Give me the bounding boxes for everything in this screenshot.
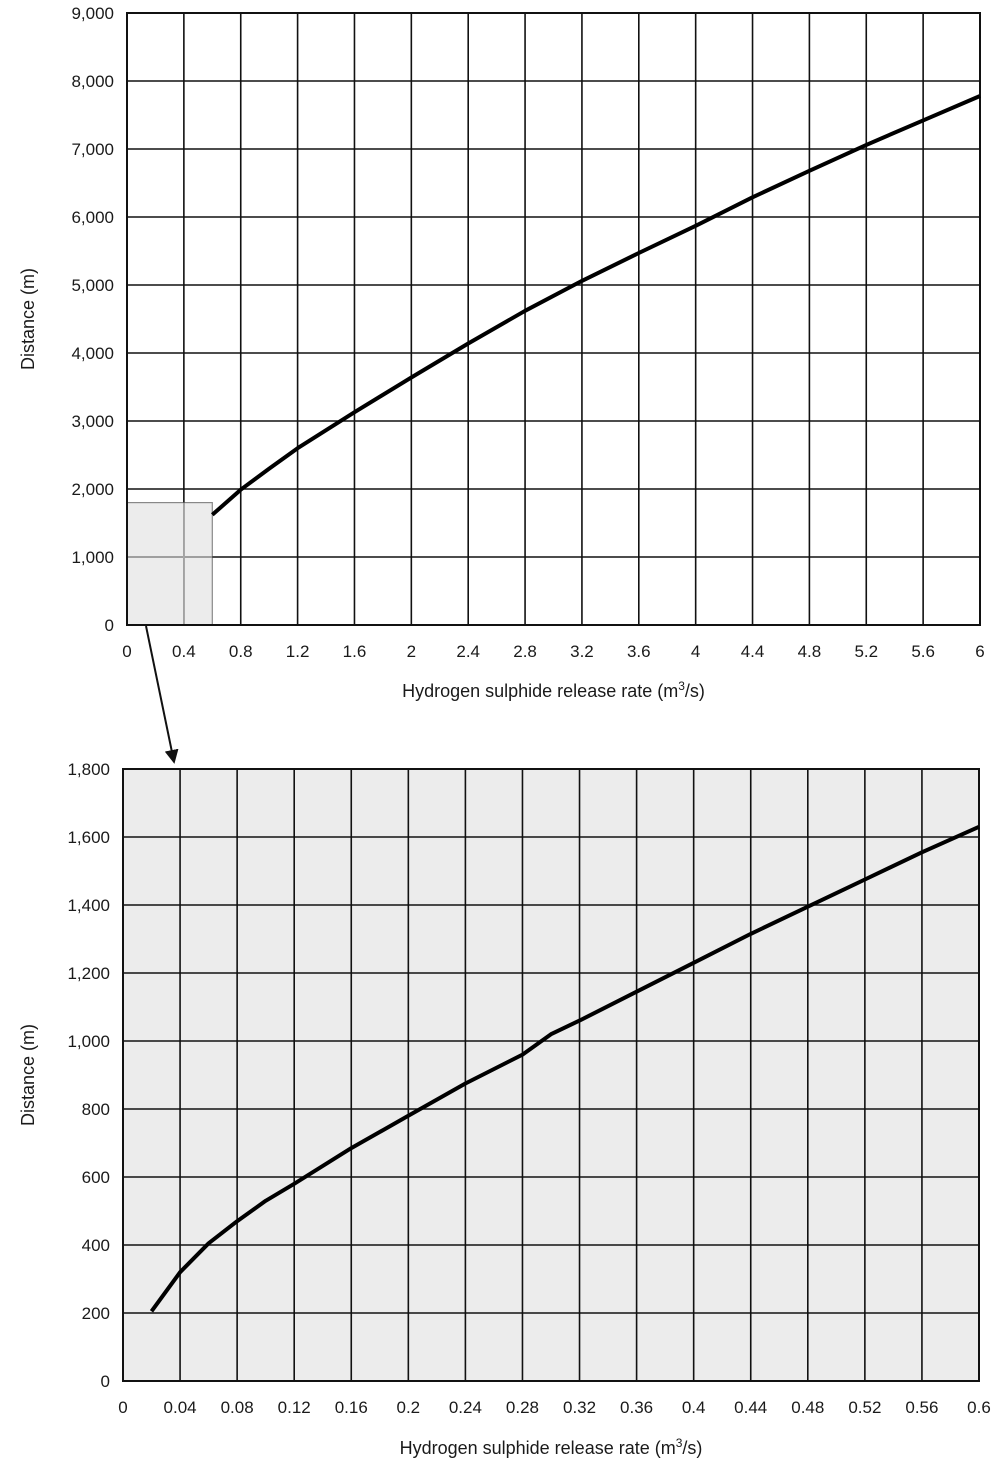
x-axis-label: Hydrogen sulphide release rate (m3/s) <box>400 1436 703 1458</box>
plot-area <box>123 769 979 1381</box>
x-tick-label: 1.6 <box>343 642 367 661</box>
x-tick-label: 6 <box>975 642 984 661</box>
x-tick-label: 5.6 <box>911 642 935 661</box>
y-tick-label: 2,000 <box>71 480 114 499</box>
plot-frame <box>122 768 980 1382</box>
x-tick-label: 0.48 <box>791 1398 824 1417</box>
y-tick-label: 9,000 <box>71 4 114 23</box>
y-tick-label: 800 <box>82 1100 110 1119</box>
y-tick-label: 1,400 <box>67 896 110 915</box>
y-tick-label: 1,600 <box>67 828 110 847</box>
x-tick-label: 0.16 <box>335 1398 368 1417</box>
bottom-chart: 0 0.04 0.08 0.12 0.16 0.2 0.24 0.28 0.32 0.36 0.4 0… <box>18 760 991 1458</box>
plot-area <box>127 13 980 625</box>
x-axis-label: Hydrogen sulphide release rate (m3/s) <box>402 679 705 701</box>
y-tick-label: 6,000 <box>71 208 114 227</box>
x-tick-label: 1.2 <box>286 642 310 661</box>
x-tick-label: 3.6 <box>627 642 651 661</box>
x-tick-label: 0.36 <box>620 1398 653 1417</box>
x-tick-label: 3.2 <box>570 642 594 661</box>
x-tick-label: 0.4 <box>172 642 196 661</box>
x-tick-label: 0 <box>118 1398 127 1417</box>
x-tick-label: 4.4 <box>741 642 765 661</box>
x-tick-label: 0.08 <box>221 1398 254 1417</box>
x-tick-label: 0.44 <box>734 1398 767 1417</box>
x-tick-label: 0.28 <box>506 1398 539 1417</box>
x-tick-label: 0.4 <box>682 1398 706 1417</box>
y-tick-label: 1,800 <box>67 760 110 779</box>
x-tick-label: 0.12 <box>278 1398 311 1417</box>
x-tick-label: 0.6 <box>967 1398 991 1417</box>
x-tick-label: 0.8 <box>229 642 253 661</box>
y-axis-label: Distance (m) <box>18 1024 38 1126</box>
series-line <box>210 94 981 517</box>
x-tick-label: 2.8 <box>513 642 537 661</box>
series-line <box>149 824 980 1313</box>
x-tick-label: 0.2 <box>397 1398 421 1417</box>
x-tick-label: 0.32 <box>563 1398 596 1417</box>
y-tick-label: 8,000 <box>71 72 114 91</box>
x-tick-label: 5.2 <box>854 642 878 661</box>
x-tick-label: 0.24 <box>449 1398 482 1417</box>
x-tick-label: 0 <box>122 642 131 661</box>
x-tick-label: 0.56 <box>905 1398 938 1417</box>
y-tick-label: 1,200 <box>67 964 110 983</box>
x-tick-label: 0.04 <box>164 1398 197 1417</box>
y-tick-label: 1,000 <box>67 1032 110 1051</box>
zoom-arrow <box>145 625 179 764</box>
x-tick-label: 0.52 <box>848 1398 881 1417</box>
x-tick-label: 4.8 <box>798 642 822 661</box>
y-tick-label: 1,000 <box>71 548 114 567</box>
y-tick-label: 0 <box>105 616 114 635</box>
y-tick-label: 7,000 <box>71 140 114 159</box>
zoom-region <box>126 502 213 626</box>
y-tick-label: 400 <box>82 1236 110 1255</box>
y-tick-label: 200 <box>82 1304 110 1323</box>
y-tick-label: 0 <box>101 1372 110 1391</box>
x-tick-label: 2.4 <box>456 642 480 661</box>
y-axis-label: Distance (m) <box>18 268 38 370</box>
y-tick-label: 4,000 <box>71 344 114 363</box>
y-tick-label: 3,000 <box>71 412 114 431</box>
y-tick-label: 5,000 <box>71 276 114 295</box>
y-tick-label: 600 <box>82 1168 110 1187</box>
x-tick-label: 4 <box>691 642 700 661</box>
top-chart: 0 0.4 0.8 1.2 1.6 2 2.4 2.8 3.2 3.6 4 4.4 4.8 5.2 5.6 6… <box>18 4 985 701</box>
x-tick-label: 2 <box>407 642 416 661</box>
plot-frame <box>126 12 981 626</box>
